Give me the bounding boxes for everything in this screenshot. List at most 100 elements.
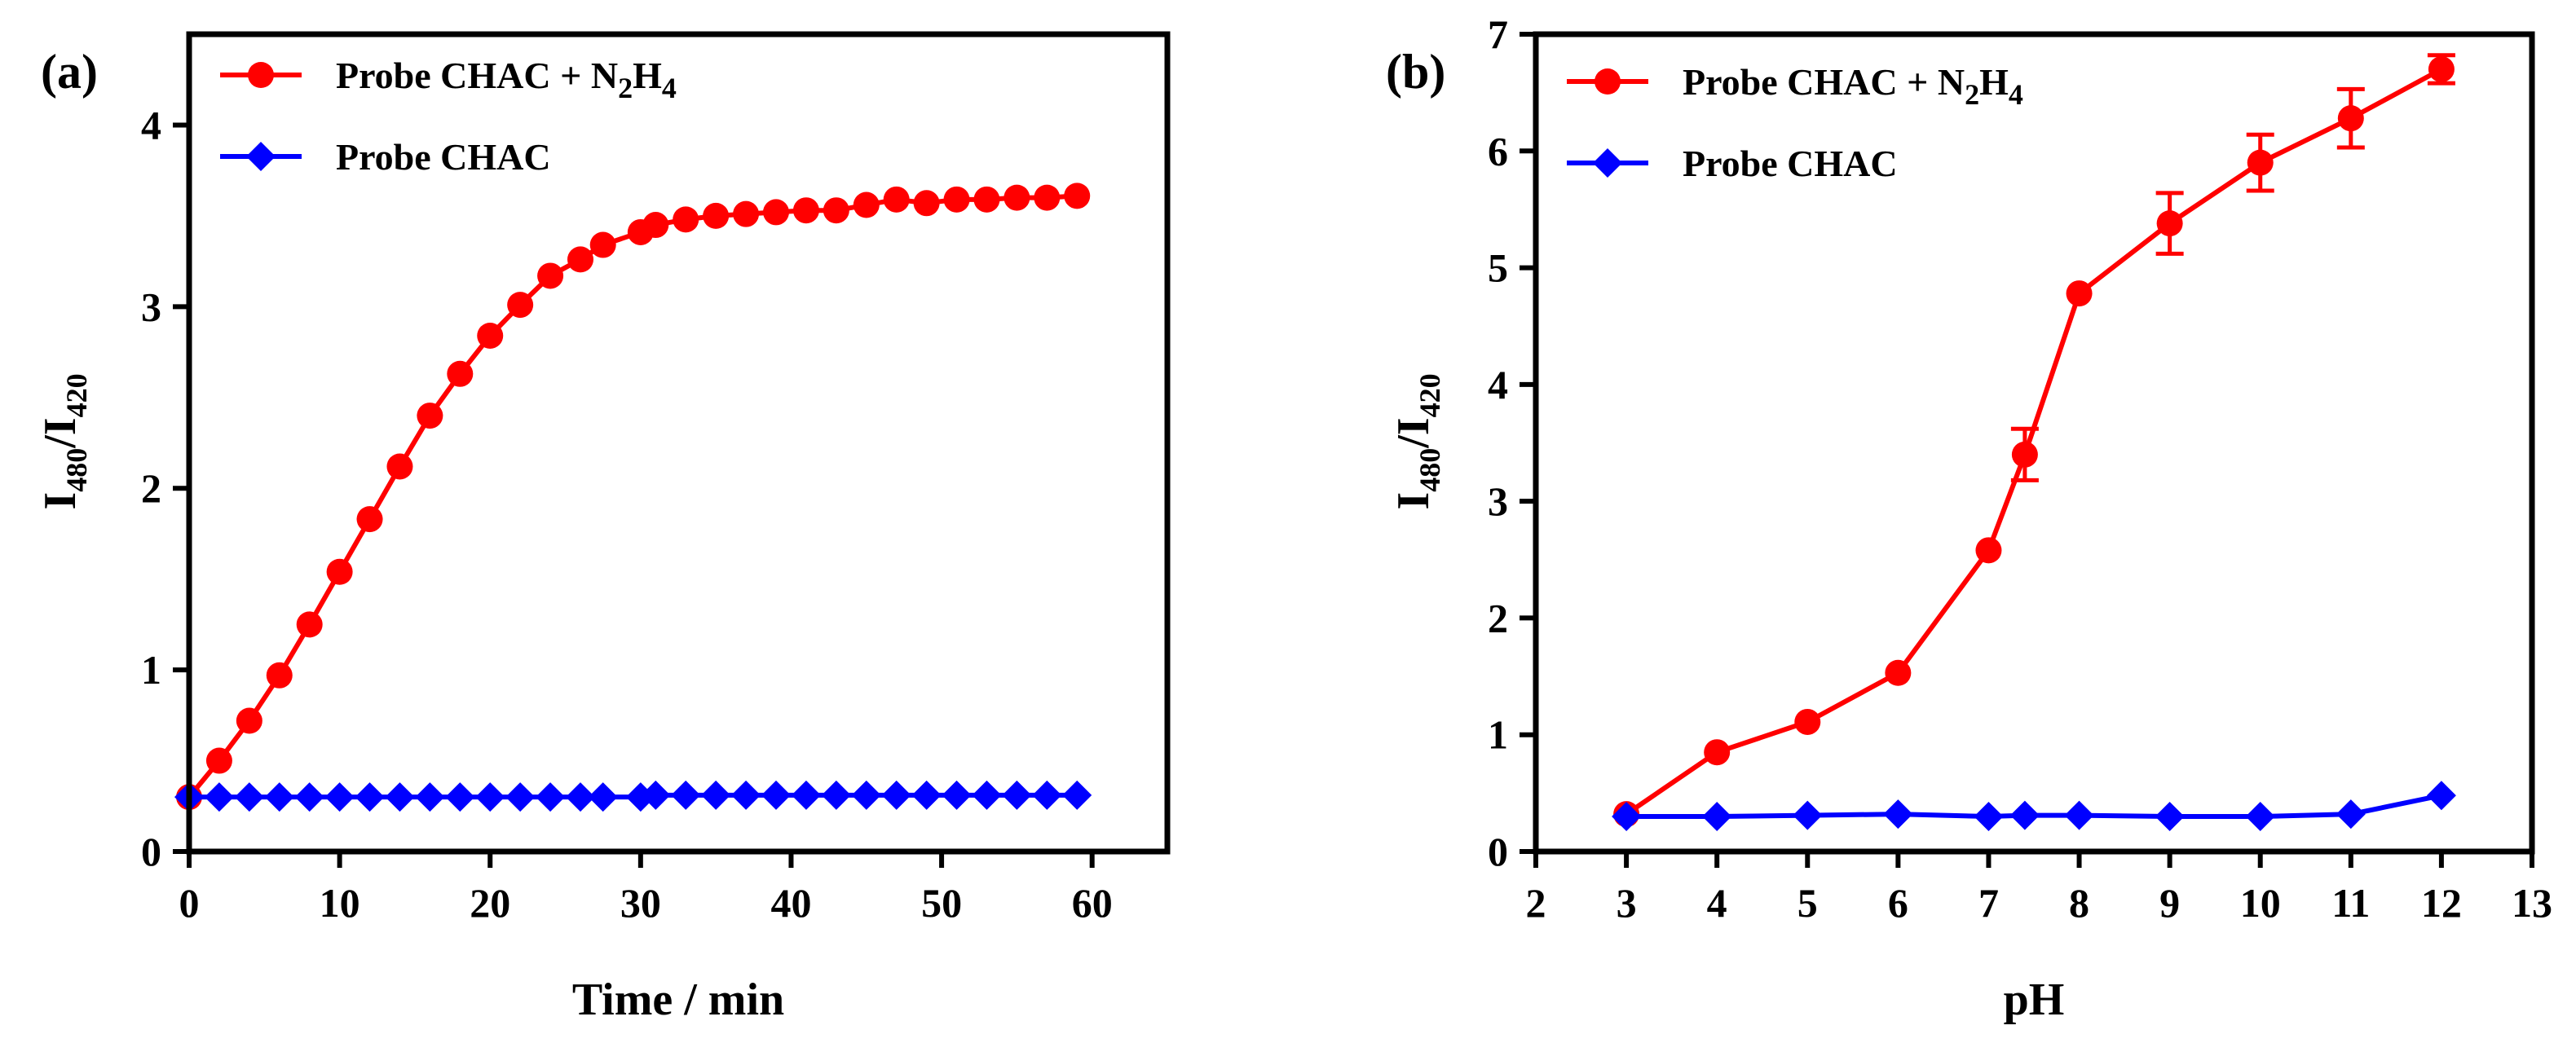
panel-b-series-1-point-3 xyxy=(1883,799,1913,830)
panel-a-series-1-point-24 xyxy=(881,780,911,810)
panel-a-series-1-point-14 xyxy=(588,782,618,812)
panel-b-legend-0-label: Probe CHAC + N2H4 xyxy=(1683,61,2023,111)
panel-a-frame xyxy=(186,31,1171,855)
panel-a-series-0-point-4 xyxy=(296,611,323,638)
panel-b-series-1-point-4 xyxy=(1974,802,2004,832)
panel-a-series-1-point-19 xyxy=(731,780,761,810)
panel-a-label: (a) xyxy=(41,45,98,99)
panel-b-series-1-point-1 xyxy=(1702,802,1732,832)
panel-a-y-tick-label-4: 4 xyxy=(141,102,161,147)
panel-a-series-1-point-27 xyxy=(972,780,1002,810)
panel-b-legend-0-label-part-0: Probe CHAC + N xyxy=(1683,61,1965,103)
panel-b-series-1-point-0 xyxy=(1612,802,1642,832)
panel-a-series xyxy=(174,183,1092,812)
panel-a-x-tick-label-10: 10 xyxy=(320,880,360,926)
panel-a-legend-0-label-part-3: 4 xyxy=(662,72,677,104)
panel-b-x-tick-label-11: 11 xyxy=(2331,880,2370,926)
panel-a-series-1-point-20 xyxy=(761,780,791,810)
panel-a-y-label-main: I xyxy=(35,492,86,510)
panel-a-series-0-point-14 xyxy=(589,231,616,258)
panel-a-x-axis-label: Time / min xyxy=(572,975,784,1025)
panel-a-series-1-point-18 xyxy=(701,780,731,810)
panel-a-series-1-point-10 xyxy=(475,782,505,812)
panel-a-series-0-point-10 xyxy=(477,322,504,349)
panel-a-series-0-point-21 xyxy=(792,197,819,224)
panel-a-legend-0-label: Probe CHAC + N2H4 xyxy=(336,55,677,104)
panel-b-series-1-point-2 xyxy=(1793,800,1823,830)
panel-b-y-label-sub1: 480 xyxy=(1414,448,1446,492)
panel-a-y-tick-label-1: 1 xyxy=(141,647,161,693)
panel-a-x-tick-label-50: 50 xyxy=(921,880,962,926)
panel-a-y-label-slash: /I xyxy=(35,417,86,448)
panel-b-series-0-point-6 xyxy=(2066,280,2093,307)
panel-a-series-0-point-12 xyxy=(537,262,564,289)
panel-a-series-0-point-18 xyxy=(703,202,730,229)
panel-a-series-1-point-9 xyxy=(445,782,475,812)
panel-a-series-1-point-5 xyxy=(324,782,355,812)
panel-a-series-1-point-17 xyxy=(671,780,701,810)
panel-b-series-1-point-5 xyxy=(2009,800,2040,830)
panel-b-y-tick-label-2: 2 xyxy=(1488,595,1508,640)
panel-a-legend-0-label-part-1: 2 xyxy=(618,72,633,104)
panel-a-series-0-point-19 xyxy=(733,200,760,227)
panel-a-y-label-sub2: 420 xyxy=(60,373,93,417)
panel-b-series-0-point-8 xyxy=(2247,149,2274,176)
panel-a-series-0-point-17 xyxy=(673,206,699,233)
panel-a-legend-1-label-part-0: Probe CHAC xyxy=(336,136,551,178)
panel-a-series-0-point-2 xyxy=(236,707,262,734)
panel-b-series-0-point-3 xyxy=(1885,659,1912,686)
panel-a-series-1-point-3 xyxy=(264,782,294,812)
panel-a-series-0-line xyxy=(187,193,1078,799)
panel-b-legend-1-label: Probe CHAC xyxy=(1683,143,1898,184)
panel-a-series-0-point-1 xyxy=(205,747,232,774)
panel-a-y-tick-label-0: 0 xyxy=(141,829,161,874)
panel-a-legend-0-label-part-0: Probe CHAC + N xyxy=(336,55,618,96)
panel-a-series-0-point-5 xyxy=(326,558,353,585)
panel-b-legend-0-label-part-2: H xyxy=(1979,61,2009,103)
panel-b-x-tick-label-7: 7 xyxy=(1978,880,1999,926)
panel-a-y-label-sub1: 480 xyxy=(60,448,93,492)
panel-a-series-0-point-11 xyxy=(507,292,534,319)
panel-b-x-tick-label-6: 6 xyxy=(1888,880,1908,926)
panel-b-x-tick-label-12: 12 xyxy=(2421,880,2462,926)
panel-b-y-label-slash: /I xyxy=(1388,417,1439,448)
panel-b-series-1-point-9 xyxy=(2336,799,2366,830)
panel-b-x-tick-label-4: 4 xyxy=(1707,880,1727,926)
panel-b-series-1-point-8 xyxy=(2245,802,2275,832)
panel-a-legend-0-label-part-2: H xyxy=(633,55,662,96)
panel-a-legend: Probe CHAC + N2H4 Probe CHAC xyxy=(220,55,677,178)
panel-a-x-tick-label-40: 40 xyxy=(770,880,811,926)
panel-a-series-1-point-25 xyxy=(911,780,942,810)
panel-a-series-1-point-23 xyxy=(851,780,881,810)
panel-a-series-0-point-22 xyxy=(823,197,849,224)
panel-b-y-tick-label-3: 3 xyxy=(1488,478,1508,524)
panel-a-x-tick-label-60: 60 xyxy=(1072,880,1113,926)
panel-b-legend: Probe CHAC + N2H4 Probe CHAC xyxy=(1567,61,2023,184)
panel-b-series-0-point-2 xyxy=(1794,708,1821,735)
panel-a-series-1-point-8 xyxy=(415,782,445,812)
panel-b-y-tick-label-4: 4 xyxy=(1488,362,1508,407)
panel-b-legend-0-marker xyxy=(1595,68,1621,95)
panel-a-series-1-point-30 xyxy=(1062,780,1092,810)
panel-b-series-1-point-10 xyxy=(2426,781,2456,811)
panel-b-label: (b) xyxy=(1386,45,1445,99)
panel-b-x-axis-label: pH xyxy=(2004,975,2065,1025)
panel-a-series-1-point-21 xyxy=(791,780,821,810)
panel-b-x-tick-label-3: 3 xyxy=(1617,880,1637,926)
panel-b-y-tick-label-5: 5 xyxy=(1488,245,1508,291)
panel-a-series-0-point-28 xyxy=(1003,184,1030,211)
panel-a-series-1-point-11 xyxy=(505,782,536,812)
panel-b-series-1-point-7 xyxy=(2155,802,2185,832)
panel-b-series xyxy=(1612,53,2456,832)
panel-b-series-0-point-9 xyxy=(2337,105,2364,132)
panel-a-series-0-point-8 xyxy=(417,403,443,429)
panel-a-series-1-point-7 xyxy=(385,782,415,812)
panel-b-x-tick-label-5: 5 xyxy=(1797,880,1818,926)
panel-b-x-tick-label-9: 9 xyxy=(2159,880,2180,926)
panel-b-legend-0-label-part-1: 2 xyxy=(1965,78,1979,111)
panel-a-series-1-point-22 xyxy=(821,780,851,810)
panel-b-y-label-sub2: 420 xyxy=(1414,373,1446,417)
panel-a-series-0-point-23 xyxy=(853,191,880,218)
panel-a-legend-0-marker xyxy=(248,62,274,88)
